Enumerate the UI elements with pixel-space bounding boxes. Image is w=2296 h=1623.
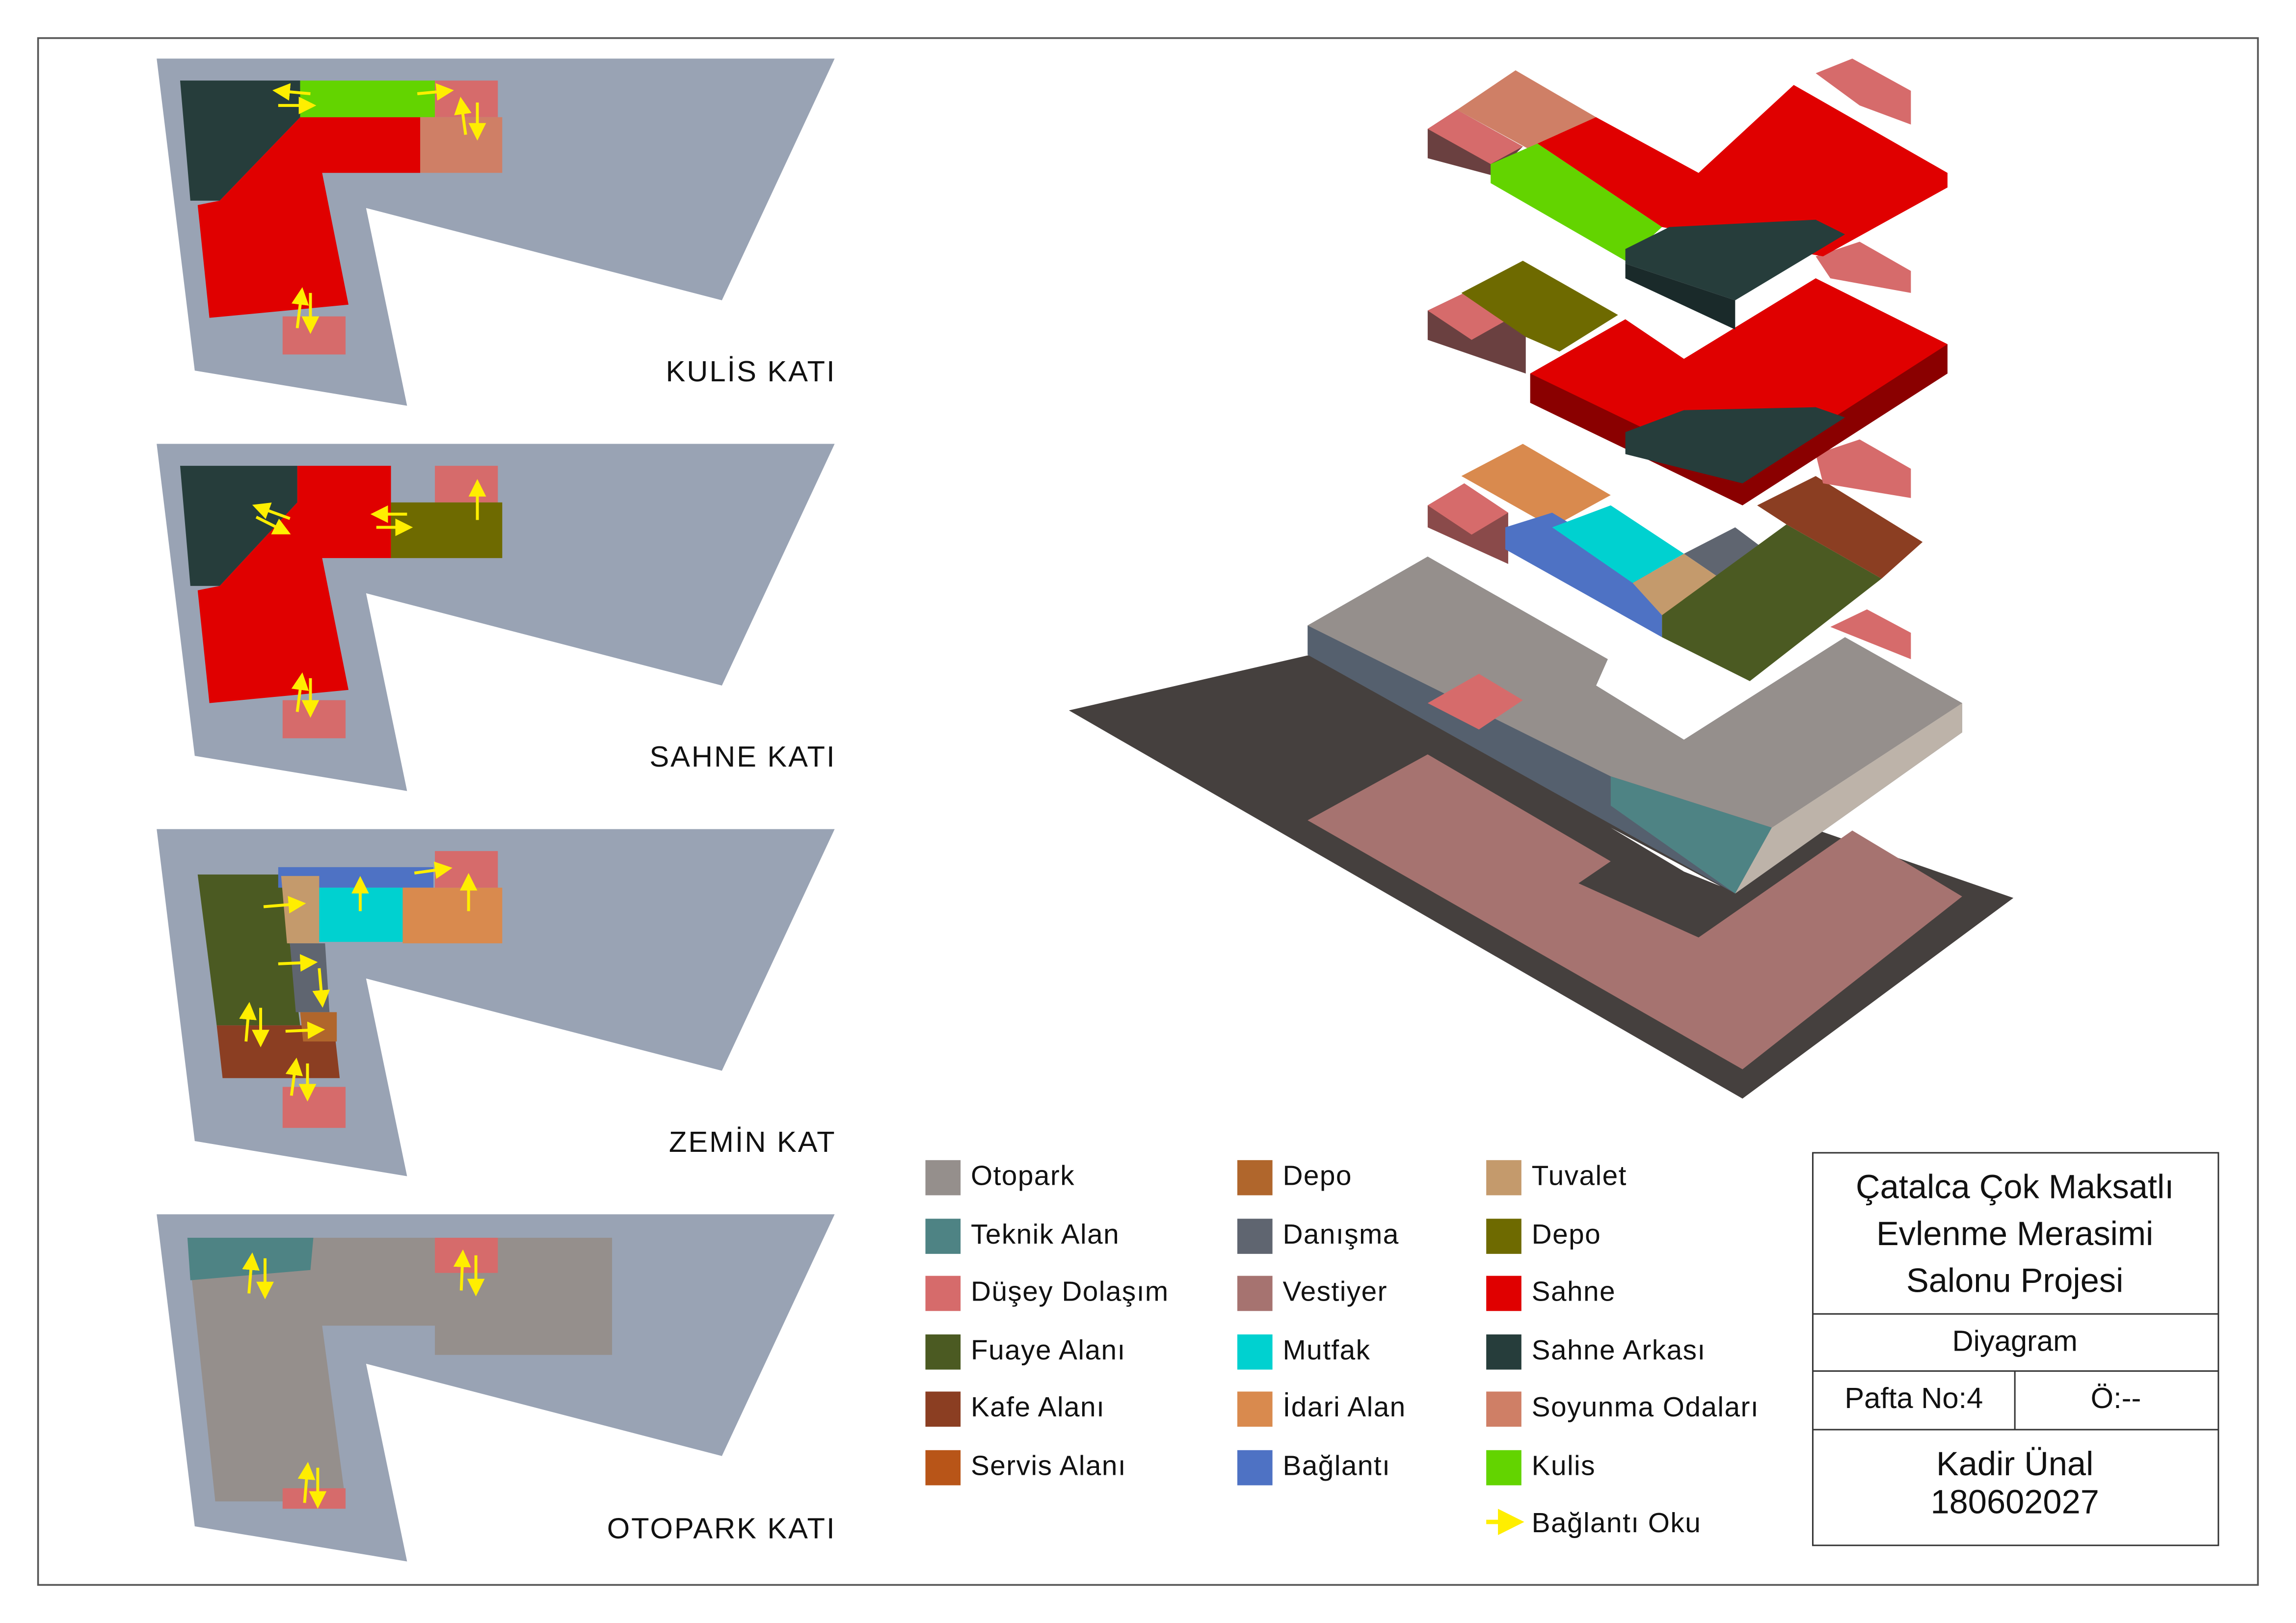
sheet-border <box>37 37 2259 1586</box>
legend-label: Vestiyer <box>1282 1276 1388 1307</box>
floor-plan-zemin <box>157 829 835 1176</box>
legend-swatch <box>925 1160 961 1196</box>
legend-swatch <box>1486 1219 1522 1254</box>
legend-swatch <box>1486 1391 1522 1427</box>
drawing-name: Diyagram <box>1952 1325 2078 1357</box>
legend-label: Depo <box>1282 1161 1352 1192</box>
legend-swatch <box>1486 1276 1522 1311</box>
legend-label: Kulis <box>1532 1451 1596 1482</box>
project-title: Evlenme Merasimi <box>1876 1215 2153 1252</box>
legend-label: Sahne <box>1532 1276 1616 1307</box>
floor-plan-sahne <box>157 444 835 791</box>
legend-swatch <box>1237 1219 1273 1254</box>
legend-label: Tuvalet <box>1532 1161 1627 1192</box>
legend-label: Servis Alanı <box>971 1451 1126 1482</box>
floor-label: KULİS KATI <box>666 355 836 388</box>
legend-swatch <box>1237 1334 1273 1370</box>
legend-label: Kafe Alanı <box>971 1392 1105 1423</box>
floor-plan-otopark <box>157 1214 835 1562</box>
isometric-view <box>1068 58 2014 1099</box>
floor-label: SAHNE KATI <box>649 740 836 773</box>
project-title: Çatalca Çok Maksatlı <box>1856 1168 2174 1206</box>
legend-label: Düşey Dolaşım <box>971 1276 1169 1307</box>
legend: Otopark Teknik Alan Düşey Dolaşım Fuaye Ala… <box>925 1160 1759 1539</box>
legend-label: Teknik Alan <box>971 1219 1120 1250</box>
legend-swatch <box>1237 1391 1273 1427</box>
floor-plan-kulis <box>157 58 835 406</box>
legend-swatch <box>1486 1450 1522 1486</box>
legend-swatch <box>925 1219 961 1254</box>
floor-label: ZEMİN KAT <box>669 1125 836 1158</box>
legend-swatch <box>1486 1160 1522 1196</box>
sheet-number: Pafta No:4 <box>1844 1382 1983 1414</box>
author: Kadir Ünal <box>1936 1445 2093 1483</box>
legend-label: Bağlantı <box>1282 1451 1390 1482</box>
legend-label: Sahne Arkası <box>1532 1335 1706 1366</box>
floor-label: OTOPARK KATI <box>607 1512 836 1545</box>
legend-swatch <box>1237 1276 1273 1311</box>
legend-label: Depo <box>1532 1219 1601 1250</box>
student-number: 180602027 <box>1930 1483 2099 1520</box>
legend-swatch <box>1237 1450 1273 1486</box>
legend-label: İdari Alan <box>1282 1392 1406 1423</box>
scale: Ö:-- <box>2091 1382 2141 1414</box>
legend-label: Fuaye Alanı <box>971 1335 1126 1366</box>
legend-label: Otopark <box>971 1161 1075 1192</box>
legend-swatch <box>1486 1334 1522 1370</box>
legend-label: Mutfak <box>1282 1335 1370 1366</box>
legend-label: Soyunma Odaları <box>1532 1392 1759 1423</box>
title-block: Çatalca Çok Maksatlı Evlenme Merasimi Sa… <box>1812 1152 2219 1546</box>
project-title: Salonu Projesi <box>1906 1262 2123 1300</box>
legend-swatch <box>925 1450 961 1486</box>
legend-swatch <box>925 1334 961 1370</box>
legend-swatch <box>925 1391 961 1427</box>
legend-label: Bağlantı Oku <box>1532 1508 1702 1539</box>
legend-swatch <box>1237 1160 1273 1196</box>
legend-label: Danışma <box>1282 1219 1399 1250</box>
legend-swatch <box>925 1276 961 1311</box>
